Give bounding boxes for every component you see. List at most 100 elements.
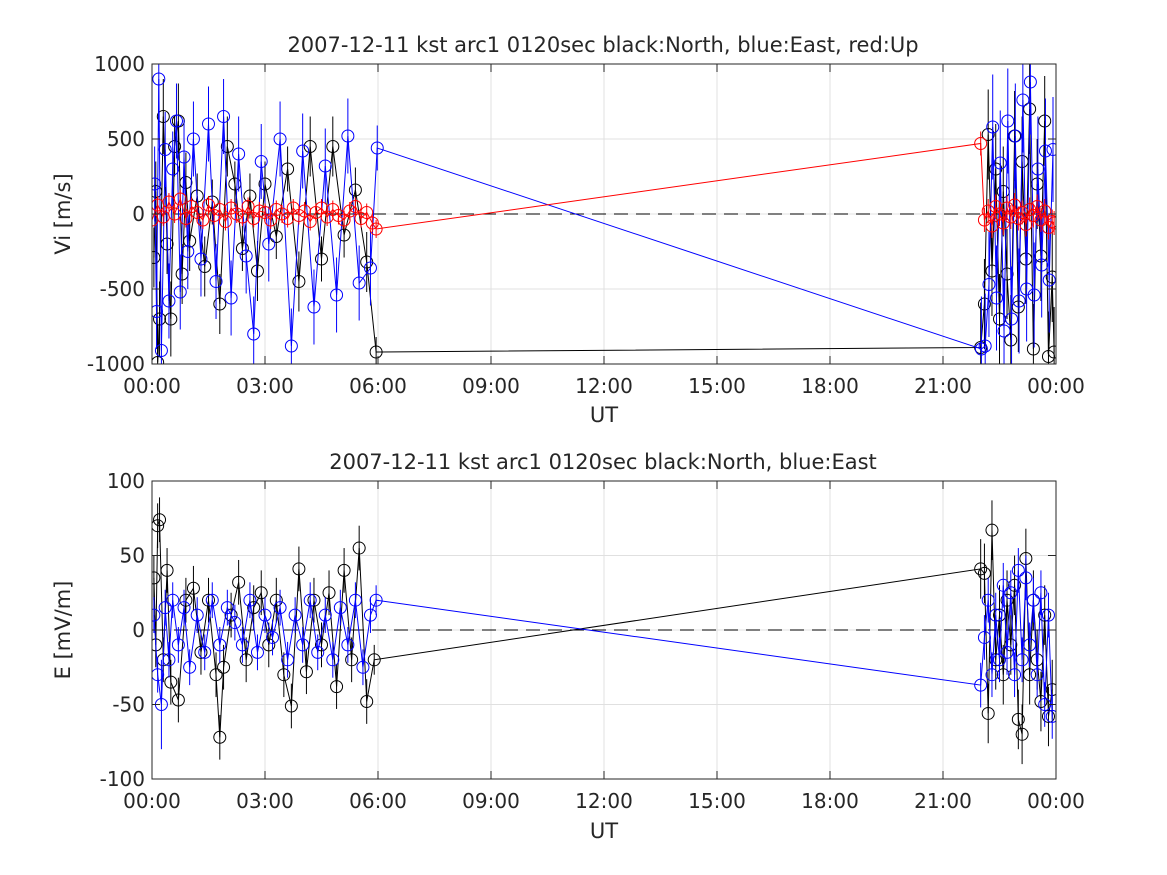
velocity-east-line [154,78,1054,351]
electric-field-east-line [153,570,1053,717]
electric-field-east-point [198,645,212,659]
velocity-north-point [292,275,306,288]
velocity-up-point [264,213,278,227]
velocity-up-point [213,203,227,216]
electric-field-east-point [296,638,310,652]
velocity-east-point [217,110,231,123]
electric-field-east-point [258,608,272,622]
velocity-east-point [341,129,355,143]
velocity-x-tick-label: 15:00 [688,374,746,398]
electric-field-north-point [974,562,988,576]
velocity-east-point [978,339,992,353]
electric-field-north-point [247,601,261,615]
electric-field-north-point [217,660,231,674]
velocity-north-point [1026,342,1040,356]
velocity-east-point [273,132,287,146]
electric-field-y-tick-label: 0 [132,618,145,642]
velocity-east-point [989,291,1003,305]
electric-field-east-point [235,638,249,652]
velocity-north-point [156,110,170,123]
electric-field-east-point [993,653,1006,667]
velocity-north-point [1004,333,1018,347]
velocity-north-point [315,252,328,266]
electric-field-north-point [277,668,291,682]
velocity-east-point [1001,114,1015,128]
velocity-east-point [162,294,176,308]
velocity-east-point [318,159,332,173]
velocity-up-point [1000,201,1014,215]
velocity-up-point [1008,198,1022,212]
electric-field-east-point [1023,638,1037,652]
electric-field-east-point [1011,563,1025,577]
electric-field-north-point [262,638,276,652]
electric-field-north-point [1015,727,1029,741]
velocity-up-point [1019,218,1033,231]
electric-field-east-point [981,593,995,607]
velocity-up-point [1038,204,1052,218]
velocity-east-point [1012,294,1026,308]
electric-field-east-point [989,608,1003,622]
electric-field-north-point [1004,638,1018,652]
velocity-east-point [982,278,996,291]
electric-field-east-point [1026,593,1040,607]
electric-field-north-point [981,706,995,720]
electric-field-x-tick-label: 00:00 [1027,789,1085,813]
electric-field-panel-title: 2007-12-11 kst arc1 0120sec black:North,… [329,450,877,474]
electric-field-east-point [311,645,325,659]
electric-field-north-point [153,513,167,527]
electric-field-plot-area [152,497,1056,765]
electric-field-east-point [152,608,161,622]
velocity-panel: 2007-12-11 kst arc1 0120sec black:North,… [51,33,1085,427]
velocity-east-point [1008,129,1022,143]
electric-field-east-point [333,601,347,615]
velocity-east-point [232,147,246,161]
velocity-east-point [986,120,1000,134]
electric-field-east-point [985,668,999,682]
electric-field-north-point [269,593,283,607]
velocity-east-point [209,275,223,288]
electric-field-east-point [1000,645,1014,659]
electric-field-north-point [1011,712,1025,726]
velocity-east-point [154,344,168,357]
electric-field-x-tick-label: 09:00 [462,789,520,813]
velocity-north-point [1045,270,1056,284]
velocity-east-point [1023,75,1037,89]
velocity-east-point [370,141,384,155]
electric-field-east-point [190,608,204,622]
velocity-up-point [989,200,1003,213]
velocity-up-point [369,222,383,236]
velocity-east-point [363,261,377,275]
electric-field-north-point [186,581,200,595]
electric-field-north-point [164,675,178,689]
electric-field-x-tick-label: 18:00 [801,789,859,813]
electric-field-north-point [213,730,227,744]
velocity-east-point [152,177,162,191]
velocity-east-point [166,162,180,176]
velocity-east-point [247,327,261,341]
velocity-up-point [168,207,182,221]
electric-field-east-point [162,653,176,667]
electric-field-north-point [307,593,321,607]
velocity-north-point [1000,267,1014,281]
velocity-north-point [164,312,178,326]
electric-field-north-point [202,593,215,607]
electric-field-east-point [205,593,219,607]
velocity-east-point [254,155,268,168]
velocity-up-point [1004,210,1018,224]
velocity-north-point [179,176,193,189]
electric-field-north-point [209,668,223,682]
velocity-north-point [326,140,340,153]
electric-field-east-point [318,608,332,622]
electric-field-east-point [1034,586,1048,600]
velocity-x-tick-label: 12:00 [575,374,633,398]
electric-field-y-ticks: -100 -50 0 50 100 [100,469,1056,791]
electric-field-east-point [220,601,234,615]
electric-field-east-point [171,638,185,652]
electric-field-east-point [1015,653,1029,667]
electric-field-east-point [250,645,264,659]
electric-field-north-point [152,571,161,585]
electric-field-east-point [303,593,317,607]
velocity-plot-area [152,64,1056,364]
electric-field-north-point [985,523,999,537]
electric-field-north-point [299,665,313,679]
